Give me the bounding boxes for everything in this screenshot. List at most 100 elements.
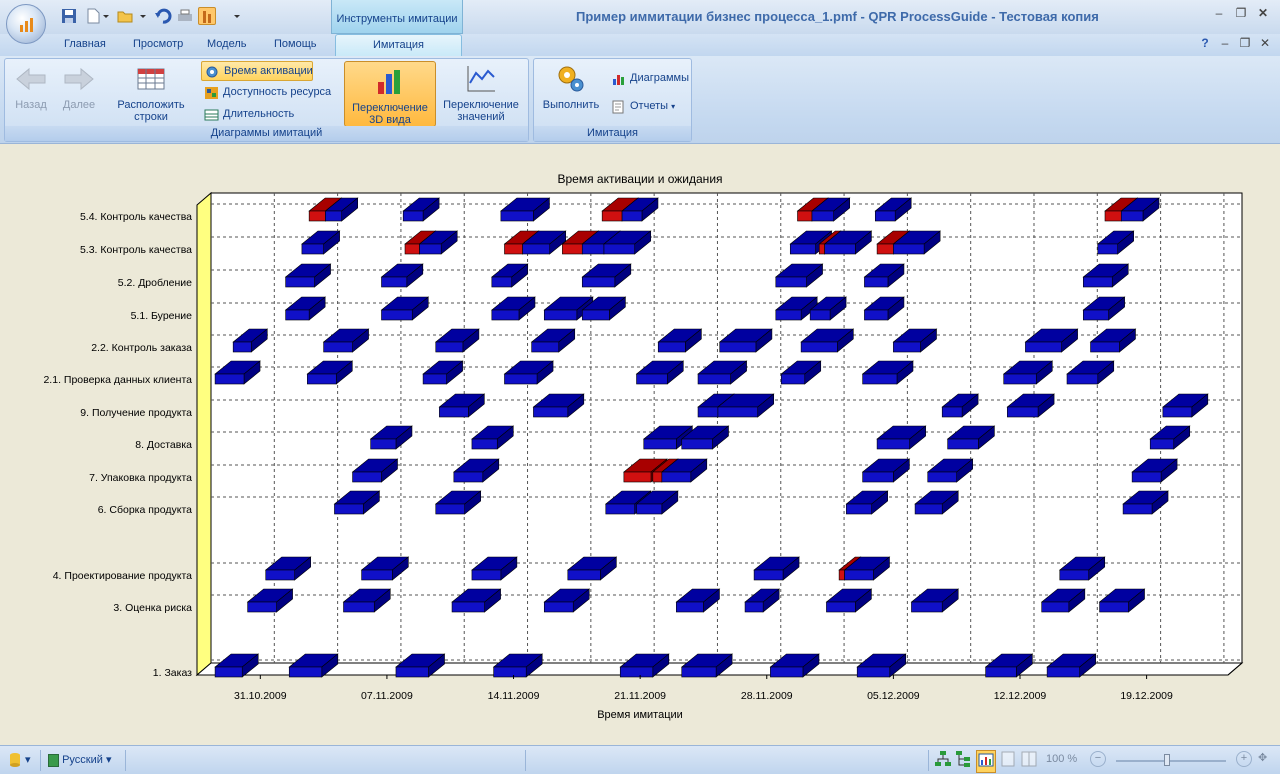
tab-help[interactable]: Помощь xyxy=(274,38,317,50)
bar xyxy=(623,471,652,483)
bar xyxy=(361,569,393,581)
bar xyxy=(323,341,353,353)
run-button[interactable]: Выполнить xyxy=(540,63,602,111)
tab-home[interactable]: Главная xyxy=(64,38,106,50)
window-title: Пример иммитации бизнес процесса_1.pmf -… xyxy=(576,9,1099,24)
bar xyxy=(285,309,310,321)
bar xyxy=(914,503,943,515)
bar xyxy=(844,569,874,581)
bar xyxy=(352,471,382,483)
arrange-rows-button[interactable]: Расположить строки xyxy=(113,63,189,123)
application-menu-button[interactable] xyxy=(6,4,46,44)
chevron-down-icon[interactable]: ▾ xyxy=(25,754,31,766)
bar xyxy=(621,210,643,222)
bar xyxy=(232,341,252,353)
database-icon[interactable] xyxy=(8,751,22,772)
chart-floor-edge xyxy=(1227,662,1243,676)
close-button[interactable]: ✕ xyxy=(1257,6,1269,20)
bar xyxy=(775,309,802,321)
view-tree-icon[interactable] xyxy=(955,750,973,771)
status-bar: ▾ Русский ▾ 100 % − + ✥ xyxy=(0,745,1280,774)
bar xyxy=(657,341,686,353)
tab-simulation[interactable]: Имитация xyxy=(335,34,462,57)
doc-close-button[interactable]: ✕ xyxy=(1259,36,1271,50)
bar xyxy=(941,406,963,418)
doc-minimize-button[interactable]: – xyxy=(1221,36,1229,50)
undo-icon[interactable] xyxy=(154,7,172,25)
doc-restore-button[interactable]: ❐ xyxy=(1239,36,1251,50)
bar xyxy=(531,341,560,353)
bar xyxy=(1025,341,1062,353)
tab-view[interactable]: Просмотр xyxy=(133,38,184,50)
bar xyxy=(681,666,717,678)
group-simulation: Выполнить Диаграммы Отчеты ▾ Имитация xyxy=(533,58,692,142)
bar xyxy=(1082,309,1109,321)
bar xyxy=(370,438,397,450)
bar xyxy=(343,601,375,613)
view-split-icon[interactable] xyxy=(1020,750,1038,771)
bar xyxy=(862,373,898,385)
ribbon: Назад Далее Расположить строки Время акт… xyxy=(0,56,1280,144)
view-flowchart-icon[interactable] xyxy=(934,750,952,771)
bar xyxy=(214,373,245,385)
duration-button[interactable]: Длительность xyxy=(201,105,301,125)
zoom-slider-thumb[interactable] xyxy=(1164,754,1170,766)
zoom-slider[interactable] xyxy=(1116,754,1226,766)
row-label: 7. Упаковка продукта xyxy=(89,472,192,484)
dropdown-arrow-icon[interactable] xyxy=(101,7,111,25)
bar xyxy=(404,243,420,255)
switch-values-button[interactable]: Переключение значений xyxy=(441,63,521,123)
view-page-icon[interactable] xyxy=(999,750,1017,771)
bar xyxy=(652,471,663,483)
new-document-icon[interactable] xyxy=(84,7,102,25)
bar xyxy=(1099,601,1129,613)
bar xyxy=(381,276,408,288)
reports-button[interactable]: Отчеты ▾ xyxy=(608,97,690,117)
bar xyxy=(927,471,957,483)
bar xyxy=(697,406,719,418)
language-selector[interactable]: Русский ▾ xyxy=(48,753,111,767)
zoom-in-button[interactable]: + xyxy=(1236,751,1252,767)
help-icon[interactable]: ? xyxy=(1201,36,1209,50)
save-icon[interactable] xyxy=(60,7,78,25)
back-button[interactable]: Назад xyxy=(11,63,51,111)
minimize-button[interactable]: – xyxy=(1215,6,1223,20)
row-label: 5.4. Контроль качества xyxy=(80,211,192,223)
bar xyxy=(419,243,442,255)
bar xyxy=(838,569,845,581)
simulation-icon[interactable] xyxy=(198,7,216,25)
customize-qat-icon[interactable] xyxy=(232,7,242,25)
restore-button[interactable]: ❐ xyxy=(1235,6,1247,20)
back-arrow-icon xyxy=(16,67,46,91)
context-tab-header: Инструменты имитации xyxy=(331,0,463,34)
dropdown-arrow-icon[interactable] xyxy=(138,7,148,25)
bar xyxy=(681,438,713,450)
bar xyxy=(1104,210,1122,222)
forward-button[interactable]: Далее xyxy=(59,63,99,111)
x-tick-label: 31.10.2009 xyxy=(234,690,287,702)
bar xyxy=(581,309,610,321)
bar xyxy=(846,503,872,515)
switch-3d-view-button[interactable]: Переключение 3D вида xyxy=(344,61,436,127)
bar xyxy=(985,666,1017,678)
bar xyxy=(947,438,979,450)
print-icon[interactable] xyxy=(176,7,194,25)
view-chart-icon[interactable] xyxy=(976,750,996,773)
tab-model[interactable]: Модель xyxy=(207,38,247,50)
zoom-out-button[interactable]: − xyxy=(1090,751,1106,767)
bar xyxy=(717,406,759,418)
open-folder-icon[interactable] xyxy=(116,7,134,25)
bar xyxy=(1120,210,1144,222)
bar xyxy=(522,243,551,255)
diagrams-button[interactable]: Диаграммы xyxy=(608,69,690,89)
chevron-down-icon: ▾ xyxy=(671,102,676,111)
bar xyxy=(619,666,654,678)
bar xyxy=(862,471,894,483)
gantt-chart[interactable]: Время активации и ожидания 5.4. Контроль … xyxy=(0,145,1280,745)
book-icon xyxy=(48,753,59,767)
fit-page-icon[interactable]: ✥ xyxy=(1258,752,1268,764)
resource-availability-button[interactable]: Доступность ресурса xyxy=(201,83,337,103)
activation-time-button[interactable]: Время активации xyxy=(201,61,313,81)
row-label: 8. Доставка xyxy=(135,439,192,451)
bar xyxy=(435,341,464,353)
